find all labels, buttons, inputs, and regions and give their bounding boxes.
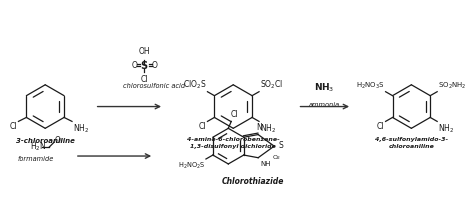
Text: 1,3-disulfonyl dichloride: 1,3-disulfonyl dichloride — [191, 144, 276, 149]
Text: NH: NH — [260, 161, 271, 167]
Text: Cl: Cl — [10, 122, 18, 131]
Text: chlorosulfonic acid: chlorosulfonic acid — [123, 83, 185, 89]
Text: NH$_3$: NH$_3$ — [314, 81, 335, 94]
Text: SO$_2$Cl: SO$_2$Cl — [260, 78, 283, 91]
Text: ClO$_2$S: ClO$_2$S — [183, 78, 207, 91]
Text: NH$_2$: NH$_2$ — [260, 122, 276, 135]
Text: formamide: formamide — [17, 156, 54, 162]
Text: chloroaniline: chloroaniline — [388, 144, 434, 149]
Text: S: S — [141, 61, 148, 71]
Text: O: O — [55, 136, 61, 145]
Text: H$_2$N: H$_2$N — [30, 141, 47, 153]
Text: Cl: Cl — [140, 75, 148, 84]
Text: O: O — [151, 62, 157, 70]
Text: SO$_2$NH$_2$: SO$_2$NH$_2$ — [438, 81, 466, 91]
Text: NH$_2$: NH$_2$ — [73, 122, 89, 135]
Text: N: N — [256, 123, 262, 132]
Text: 4-amino-6-chlorobenzene-: 4-amino-6-chlorobenzene- — [187, 137, 280, 142]
Text: Cl: Cl — [377, 122, 384, 131]
Text: ammonia: ammonia — [309, 102, 340, 108]
Text: Chlorothiazide: Chlorothiazide — [222, 177, 284, 186]
Text: S: S — [278, 141, 283, 150]
Text: O$_2$: O$_2$ — [272, 153, 281, 162]
Text: H$_2$NO$_3$S: H$_2$NO$_3$S — [356, 81, 384, 91]
Text: H$_2$NO$_2$S: H$_2$NO$_2$S — [178, 161, 205, 171]
Text: 3-chloroaniline: 3-chloroaniline — [16, 138, 75, 144]
Text: Cl: Cl — [199, 122, 207, 131]
Text: O: O — [131, 62, 137, 70]
Text: Cl: Cl — [230, 110, 238, 120]
Text: OH: OH — [138, 47, 150, 56]
Text: NH$_2$: NH$_2$ — [438, 122, 454, 135]
Text: 4,6-sulfonylamido-3-: 4,6-sulfonylamido-3- — [375, 137, 448, 142]
